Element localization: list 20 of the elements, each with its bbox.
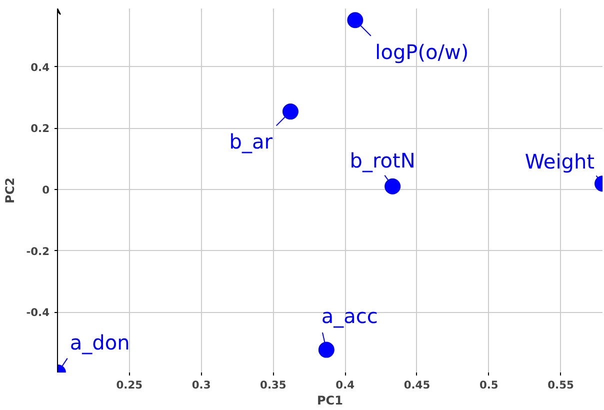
- x-tick-label: 0.35: [260, 378, 286, 392]
- y-tick-label: -0.4: [26, 306, 50, 320]
- y-tick-label: 0.2: [30, 122, 50, 136]
- annotation: a_acc: [321, 304, 378, 328]
- annotation: logP(o/w): [375, 40, 469, 64]
- y-tick-label: -0.2: [26, 244, 50, 258]
- x-tick-label: 0.55: [548, 378, 574, 392]
- annotation: b_rotN: [350, 148, 416, 172]
- x-tick-label: 0.45: [404, 378, 430, 392]
- annotation: Weight: [524, 150, 595, 174]
- x-tick-label: 0.25: [116, 378, 143, 392]
- y-tick-label: 0.4: [30, 60, 50, 74]
- x-tick-label: 0.3: [192, 378, 211, 392]
- annotation: a_don: [70, 330, 130, 354]
- y-tick-label: 0: [42, 183, 50, 196]
- y-axis-title: PC2: [3, 178, 18, 204]
- annotation: b_ar: [229, 130, 274, 154]
- x-tick-label: 0.5: [479, 378, 498, 392]
- x-axis-title: PC1: [317, 394, 343, 408]
- x-tick-label: 0.4: [336, 378, 355, 392]
